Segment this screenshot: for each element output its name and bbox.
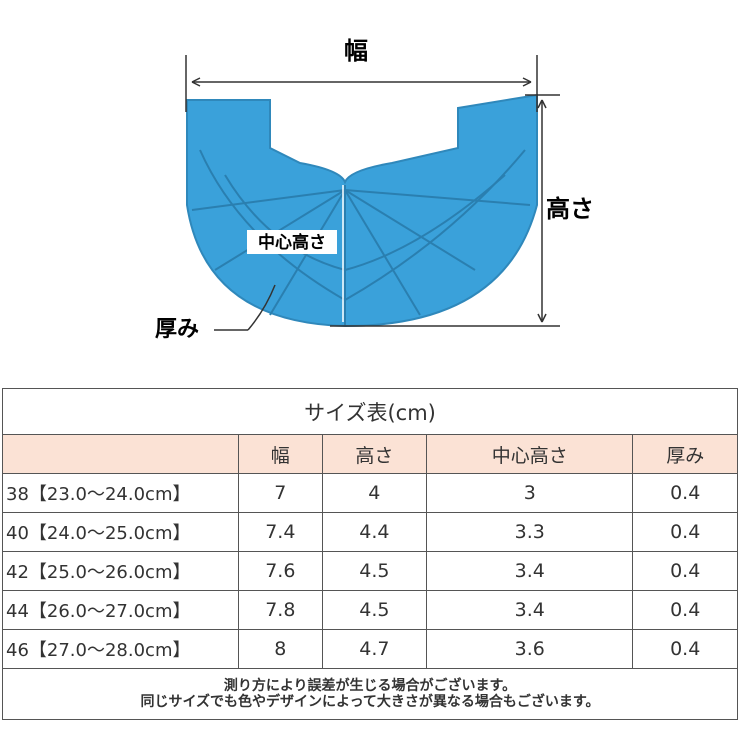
- note: 同じサイズでも色やデザインによって大きさが異なる場合もございます。: [140, 694, 600, 710]
- notes: 測り方により誤差が生じる場合がございます。 同じサイズでも色やデザインによって大き…: [2, 668, 738, 720]
- thickness-label: 厚み: [155, 317, 199, 342]
- header-cell: 高さ: [321, 434, 428, 474]
- height-label: 高さ: [546, 195, 594, 223]
- value-cell: 3.4: [426, 590, 634, 630]
- size-label: 42【25.0〜26.0cm】: [2, 551, 239, 591]
- note: 測り方により誤差が生じる場合がございます。: [223, 678, 517, 694]
- value-cell: 0.4: [632, 551, 738, 591]
- size-label: 46【27.0〜28.0cm】: [2, 629, 239, 669]
- value-cell: 4.4: [321, 512, 428, 552]
- table-title: サイズ表(cm): [2, 388, 738, 435]
- value-cell: 7: [238, 473, 323, 513]
- value-cell: 7.8: [238, 590, 323, 630]
- value-cell: 0.4: [632, 473, 738, 513]
- value-cell: 0.4: [632, 512, 738, 552]
- value-cell: 4.7: [321, 629, 428, 669]
- table-row: 38【23.0〜24.0cm】 7 4 3 0.4: [2, 473, 738, 513]
- value-cell: 3: [426, 473, 634, 513]
- diagram: 幅 高さ 中心高さ 厚み: [155, 37, 594, 342]
- dimension-lines: [185, 55, 560, 331]
- value-cell: 0.4: [632, 590, 738, 630]
- size-label: 38【23.0〜24.0cm】: [2, 473, 239, 513]
- header-cell: 中心高さ: [426, 434, 634, 474]
- value-cell: 4.5: [321, 590, 428, 630]
- label-bg: [247, 230, 337, 254]
- table-row: 46【27.0〜28.0cm】 8 4.7 3.6 0.4: [2, 629, 738, 669]
- size-table: サイズ表(cm) 幅高さ 中心高さ 厚み 38【23.0〜24.0cm】 7 4 3 0.4…: [2, 388, 738, 720]
- header-cell: 幅: [238, 434, 323, 474]
- value-cell: 3.6: [426, 629, 634, 669]
- shoe-guard: [186, 93, 538, 328]
- size-label: 44【26.0〜27.0cm】: [2, 590, 239, 630]
- value-cell: 3.3: [426, 512, 634, 552]
- center-height-label: 中心高さ: [258, 232, 326, 253]
- corner-cell: [2, 434, 239, 474]
- value-cell: 3.4: [426, 551, 634, 591]
- width-label: 幅: [344, 37, 368, 65]
- value-cell: 0.4: [632, 629, 738, 669]
- value-cell: 4.5: [321, 551, 428, 591]
- value-cell: 7.4: [238, 512, 323, 552]
- header-cell: 厚み: [632, 434, 738, 474]
- value-cell: 8: [238, 629, 323, 669]
- table-row: 40【24.0〜25.0cm】 7.4 4.4 3.3 0.4: [2, 512, 738, 552]
- value-cell: 7.6: [238, 551, 323, 591]
- size-label: 40【24.0〜25.0cm】: [2, 512, 239, 552]
- value-cell: 4: [321, 473, 428, 513]
- table-row: 44【26.0〜27.0cm】 7.8 4.5 3.4 0.4: [2, 590, 738, 630]
- table-row: 42【25.0〜26.0cm】 7.6 4.5 3.4 0.4: [2, 551, 738, 591]
